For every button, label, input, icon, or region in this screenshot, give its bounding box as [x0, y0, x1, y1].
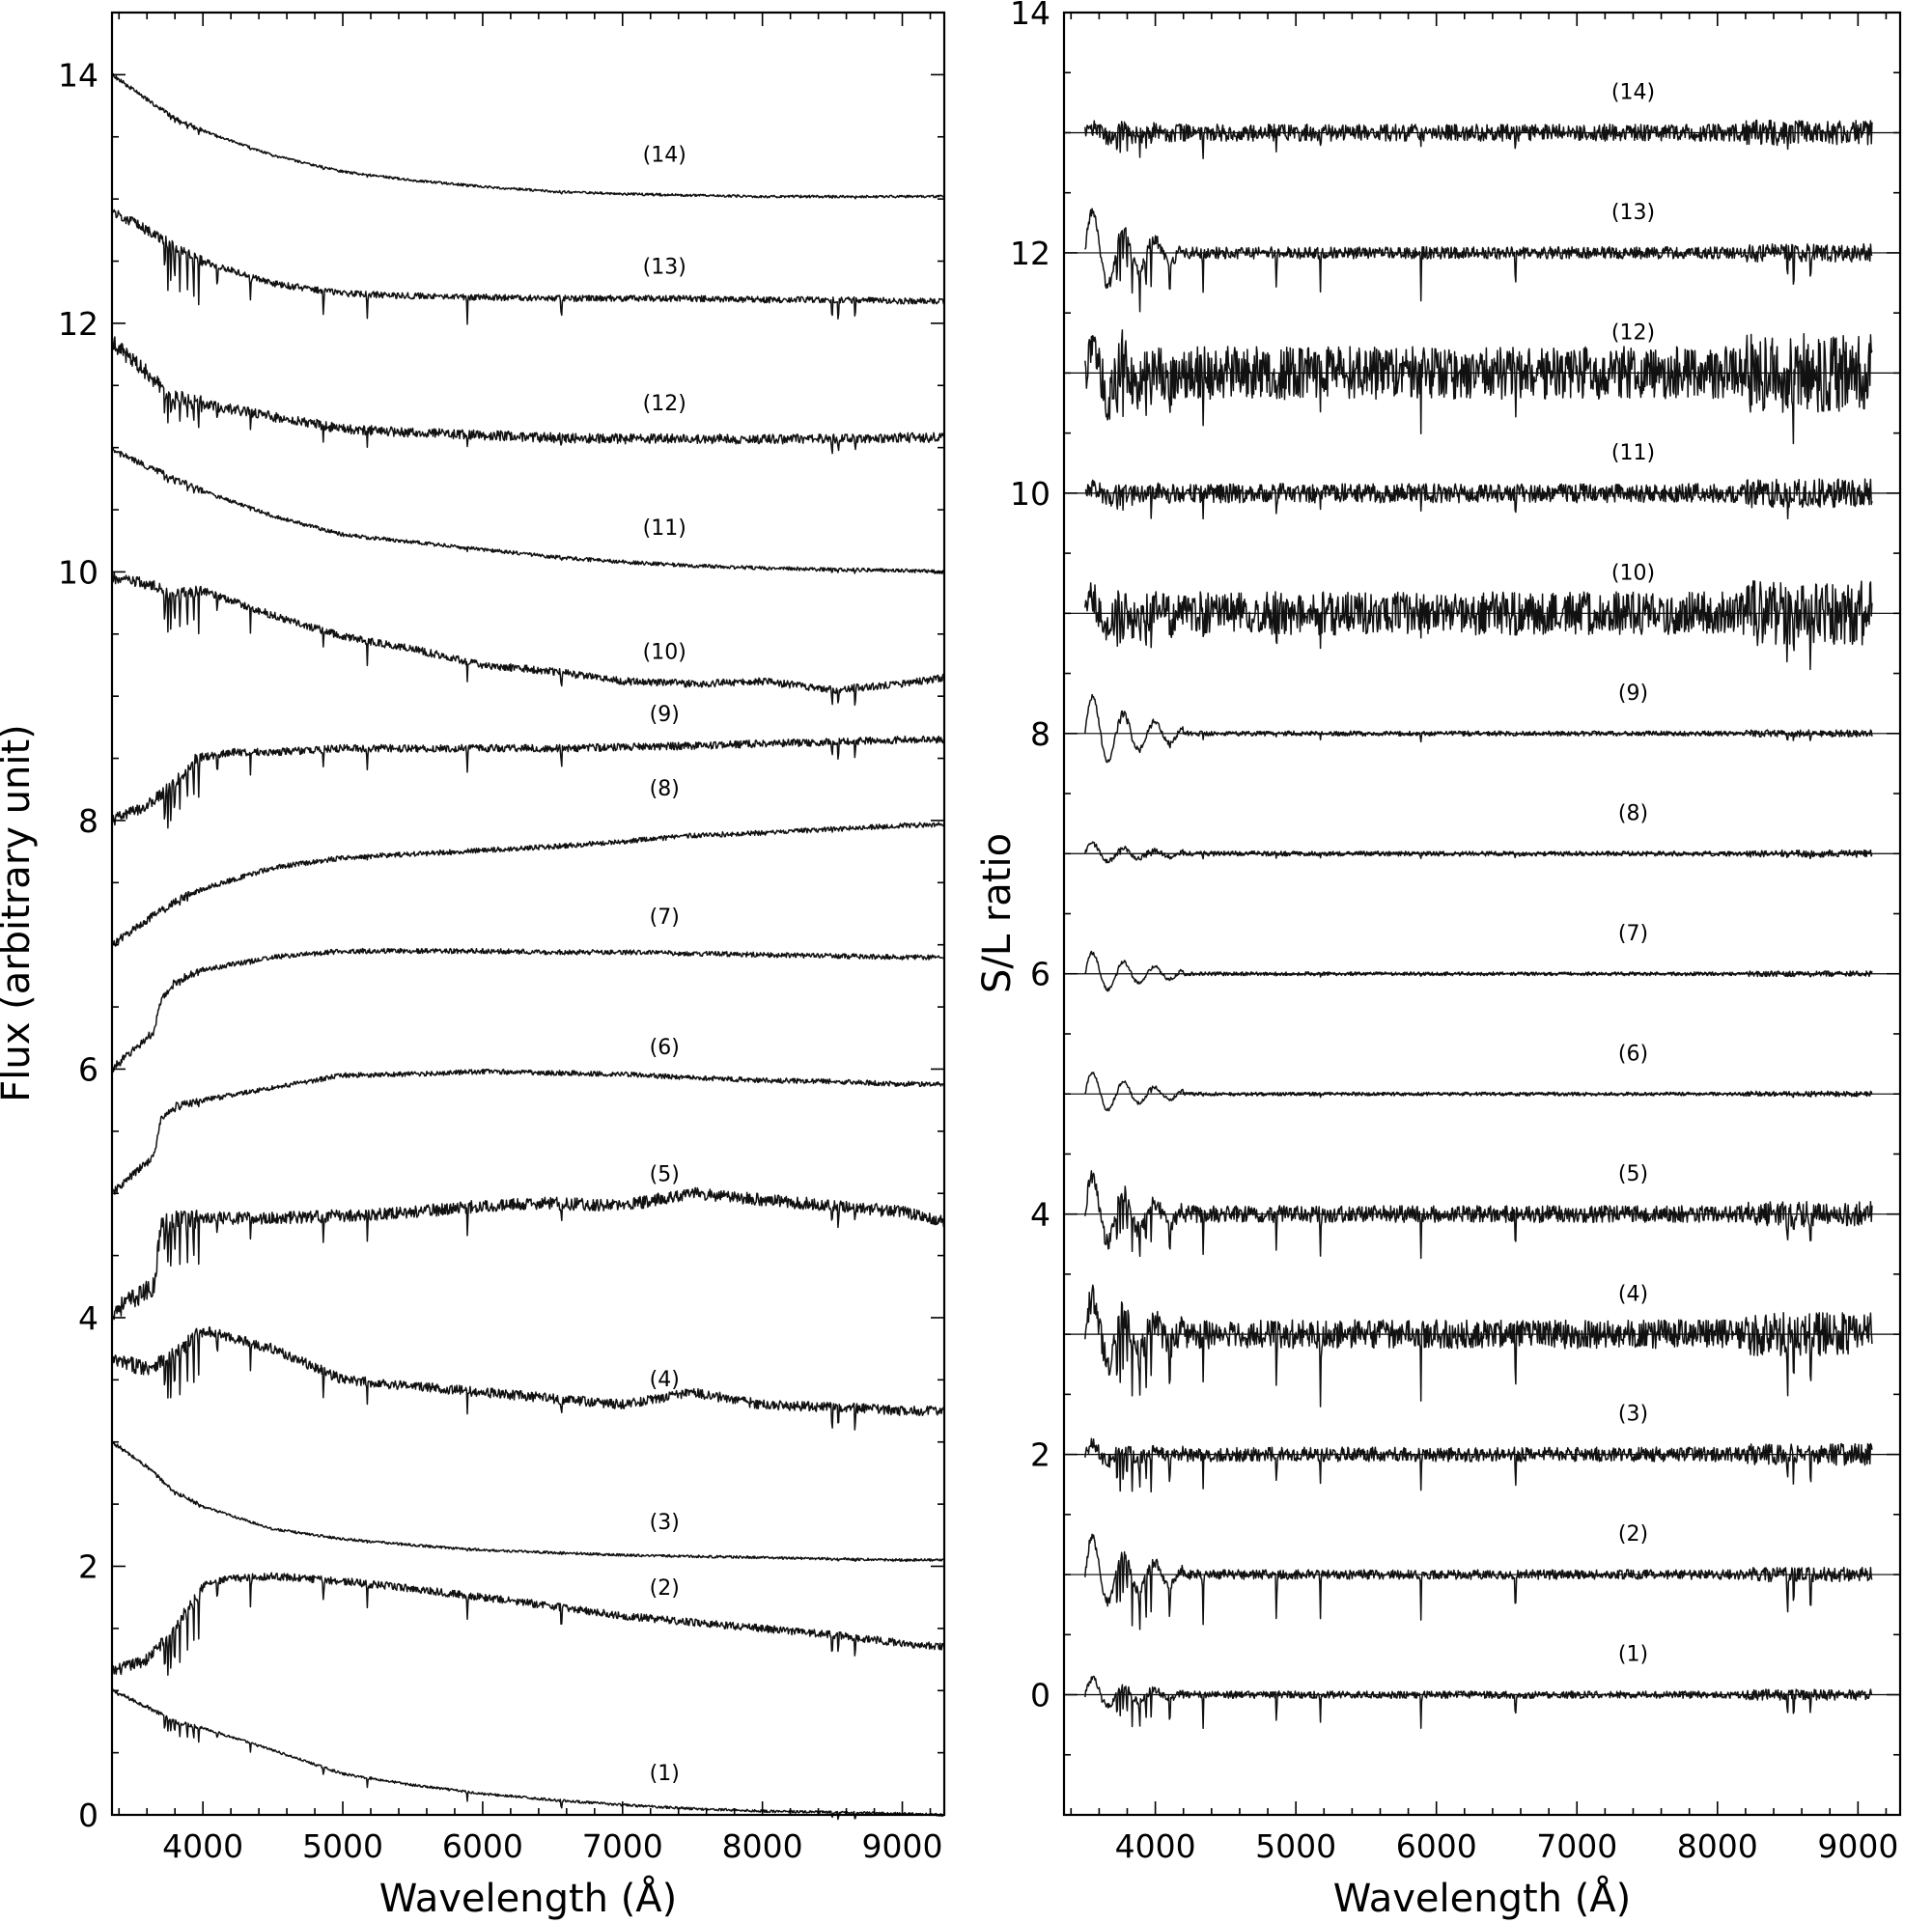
sl-ratio-1 [1084, 1675, 1873, 1730]
x-tick-label: 5000 [1255, 1827, 1336, 1865]
sl-series-label: (4) [1618, 1282, 1648, 1306]
x-tick-label: 4000 [1115, 1827, 1196, 1865]
sl-y-axis-label: S/L ratio [975, 833, 1020, 993]
flux-series-label: (6) [650, 1036, 680, 1060]
sl-ratio-10 [1084, 579, 1873, 671]
flux-series-label: (4) [650, 1368, 680, 1392]
y-tick-label: 8 [1030, 715, 1050, 753]
flux-spectrum-10 [111, 571, 945, 707]
sl-ratio-2 [1084, 1533, 1873, 1630]
y-tick-label: 0 [78, 1797, 98, 1834]
y-tick-label: 6 [78, 1050, 98, 1088]
y-tick-label: 10 [1010, 475, 1050, 513]
sl-ratio-12 [1084, 329, 1873, 445]
x-tick-label: 8000 [722, 1827, 803, 1865]
x-tick-label: 6000 [1396, 1827, 1477, 1865]
sl-x-axis-label: Wavelength (Å) [1333, 1875, 1632, 1921]
flux-spectrum-11 [111, 446, 945, 574]
y-tick-label: 6 [1030, 956, 1050, 993]
flux-spectrum-8 [111, 822, 945, 947]
y-tick-label: 12 [1010, 235, 1050, 272]
x-tick-label: 7000 [582, 1827, 663, 1865]
sl-axes-frame [1062, 11, 1902, 1817]
flux-series-label: (9) [650, 703, 680, 727]
flux-spectrum-13 [111, 209, 945, 325]
flux-spectrum-12 [111, 336, 945, 455]
flux-spectrum-7 [111, 947, 945, 1073]
flux-spectrum-9 [111, 735, 945, 829]
sl-series-label: (14) [1611, 81, 1655, 105]
sl-series-label: (12) [1611, 321, 1655, 346]
y-tick-label: 0 [1030, 1677, 1050, 1714]
sl-series-label: (10) [1611, 561, 1655, 585]
y-tick-label: 2 [1030, 1436, 1050, 1474]
flux-spectrum-6 [111, 1068, 945, 1195]
sl-ratio-4 [1084, 1284, 1873, 1407]
flux-x-axis-label: Wavelength (Å) [379, 1875, 678, 1921]
flux-series-label: (3) [650, 1511, 680, 1535]
flux-spectrum-1 [111, 1687, 945, 1821]
sl-series-label: (8) [1618, 801, 1648, 825]
flux-series-label: (2) [650, 1576, 680, 1601]
flux-series-label: (8) [650, 777, 680, 801]
y-tick-label: 2 [78, 1547, 98, 1585]
sl-series-label: (2) [1618, 1522, 1648, 1547]
flux-series-label: (10) [643, 641, 686, 665]
sl-ratio-5 [1084, 1170, 1873, 1260]
sl-series-label: (7) [1618, 922, 1648, 946]
sl-series-label: (5) [1618, 1162, 1648, 1186]
flux-spectrum-5 [111, 1186, 945, 1321]
x-tick-label: 9000 [862, 1827, 943, 1865]
x-tick-label: 5000 [302, 1827, 383, 1865]
flux-series-label: (14) [643, 144, 686, 168]
sl-series-label: (13) [1611, 201, 1655, 225]
x-tick-label: 9000 [1817, 1827, 1898, 1865]
y-tick-label: 8 [78, 802, 98, 840]
flux-series-label: (5) [650, 1162, 680, 1186]
flux-series-label: (13) [643, 255, 686, 279]
flux-series-label: (11) [643, 516, 686, 541]
sl-series-label: (1) [1618, 1643, 1648, 1667]
sl-ratio-6 [1084, 1072, 1873, 1112]
flux-spectrum-4 [111, 1326, 945, 1431]
sl-ratio-14 [1084, 119, 1873, 159]
y-tick-label: 12 [58, 305, 98, 343]
x-tick-label: 6000 [442, 1827, 523, 1865]
y-tick-label: 14 [58, 56, 98, 94]
flux-y-axis-label: Flux (arbitrary unit) [0, 724, 39, 1102]
x-tick-label: 7000 [1536, 1827, 1617, 1865]
sl-ratio-panel: (1) (2) (3) (4) (5) (6) (7) (8) (9) (10) (11) (12) (… [975, 0, 1902, 1921]
sl-series-label: (3) [1618, 1403, 1648, 1427]
flux-axes-frame [110, 11, 946, 1817]
sl-ratio-13 [1084, 208, 1873, 313]
flux-panel: (1) (2) (3) (4) (5) (6) (7) (8) (9) (10) (11) (12) (… [0, 11, 946, 1921]
sl-ratio-8 [1084, 841, 1873, 864]
y-tick-label: 14 [1010, 0, 1050, 32]
sl-ratio-3 [1084, 1437, 1873, 1493]
sl-series-label: (9) [1618, 682, 1648, 706]
sl-ratio-9 [1084, 693, 1873, 764]
y-tick-label: 10 [58, 553, 98, 591]
flux-series-label: (12) [643, 392, 686, 416]
flux-series-label: (1) [650, 1762, 680, 1786]
flux-spectrum-2 [111, 1572, 945, 1676]
y-tick-label: 4 [78, 1299, 98, 1337]
x-tick-label: 4000 [162, 1827, 243, 1865]
sl-series-label: (6) [1618, 1042, 1648, 1066]
sl-ratio-11 [1084, 478, 1873, 520]
sl-ratio-7 [1084, 950, 1873, 992]
flux-spectrum-3 [111, 1440, 945, 1563]
y-tick-label: 4 [1030, 1196, 1050, 1234]
sl-series-label: (11) [1611, 441, 1655, 465]
x-tick-label: 8000 [1677, 1827, 1758, 1865]
flux-spectrum-14 [111, 72, 945, 200]
flux-series-label: (7) [650, 906, 680, 930]
